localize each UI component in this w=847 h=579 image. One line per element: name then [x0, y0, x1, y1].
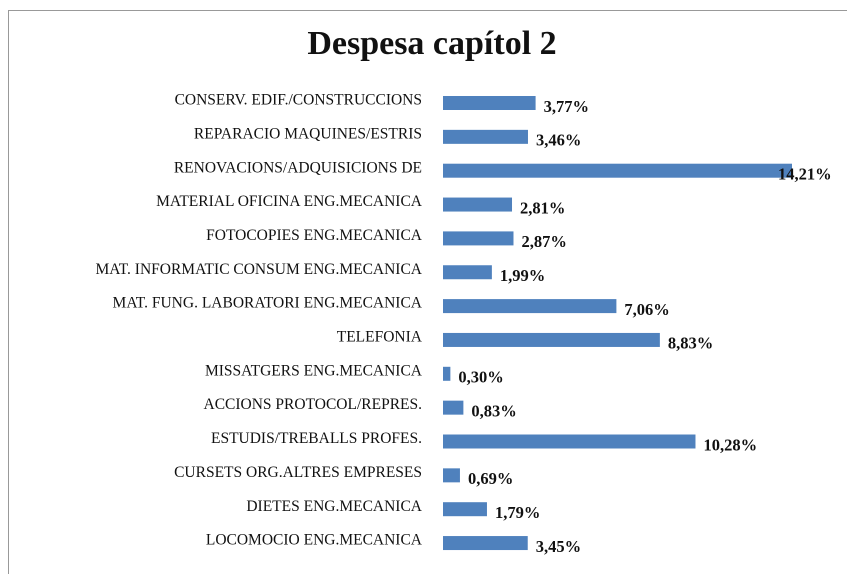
- category-label: REPARACIO MAQUINES/ESTRIS: [194, 125, 422, 142]
- data-label: 3,45%: [536, 537, 581, 556]
- bar: [443, 401, 463, 415]
- category-label: MATERIAL OFICINA ENG.MECANICA: [156, 193, 423, 210]
- bar: [443, 231, 513, 245]
- category-label: MISSATGERS ENG.MECANICA: [205, 362, 423, 379]
- category-label: ACCIONS PROTOCOL/REPRES.: [204, 396, 422, 413]
- data-label: 0,30%: [458, 368, 503, 387]
- bar: [443, 536, 528, 550]
- bar: [443, 367, 450, 381]
- data-label: 2,81%: [520, 198, 565, 217]
- data-label: 1,79%: [495, 503, 540, 522]
- data-label: 7,06%: [624, 300, 669, 319]
- data-label: 10,28%: [703, 435, 757, 454]
- category-label: DIETES ENG.MECANICA: [246, 498, 422, 515]
- bar: [443, 333, 660, 347]
- bar: [443, 468, 460, 482]
- category-label: CONSERV. EDIF./CONSTRUCCIONS: [175, 92, 422, 109]
- category-label: MAT. FUNG. LABORATORI ENG.MECANICA: [113, 295, 423, 312]
- bar: [443, 265, 492, 279]
- bar: [443, 164, 792, 178]
- data-label: 14,21%: [778, 164, 832, 183]
- category-label: ESTUDIS/TREBALLS PROFES.: [211, 430, 422, 447]
- bar: [443, 435, 695, 449]
- category-label: CURSETS ORG.ALTRES EMPRESES: [174, 464, 422, 481]
- data-label: 3,77%: [544, 97, 589, 116]
- category-label: RENOVACIONS/ADQUISICIONS DE: [174, 159, 422, 176]
- bar: [443, 502, 487, 516]
- data-label: 1,99%: [500, 266, 545, 285]
- category-label: TELEFONIA: [337, 329, 423, 346]
- bar: [443, 299, 616, 313]
- data-label: 3,46%: [536, 131, 581, 150]
- bar: [443, 96, 536, 110]
- category-label: FOTOCOPIES ENG.MECANICA: [206, 227, 423, 244]
- data-label: 8,83%: [668, 334, 713, 353]
- data-label: 0,69%: [468, 469, 513, 488]
- data-label: 0,83%: [471, 401, 516, 420]
- bar: [443, 198, 512, 212]
- category-label: LOCOMOCIO ENG.MECANICA: [206, 532, 423, 549]
- category-label: MAT. INFORMATIC CONSUM ENG.MECANICA: [95, 261, 422, 278]
- data-label: 2,87%: [521, 232, 566, 251]
- bar: [443, 130, 528, 144]
- chart-title: Despesa capítol 2: [307, 25, 556, 62]
- chart-frame: [9, 11, 847, 575]
